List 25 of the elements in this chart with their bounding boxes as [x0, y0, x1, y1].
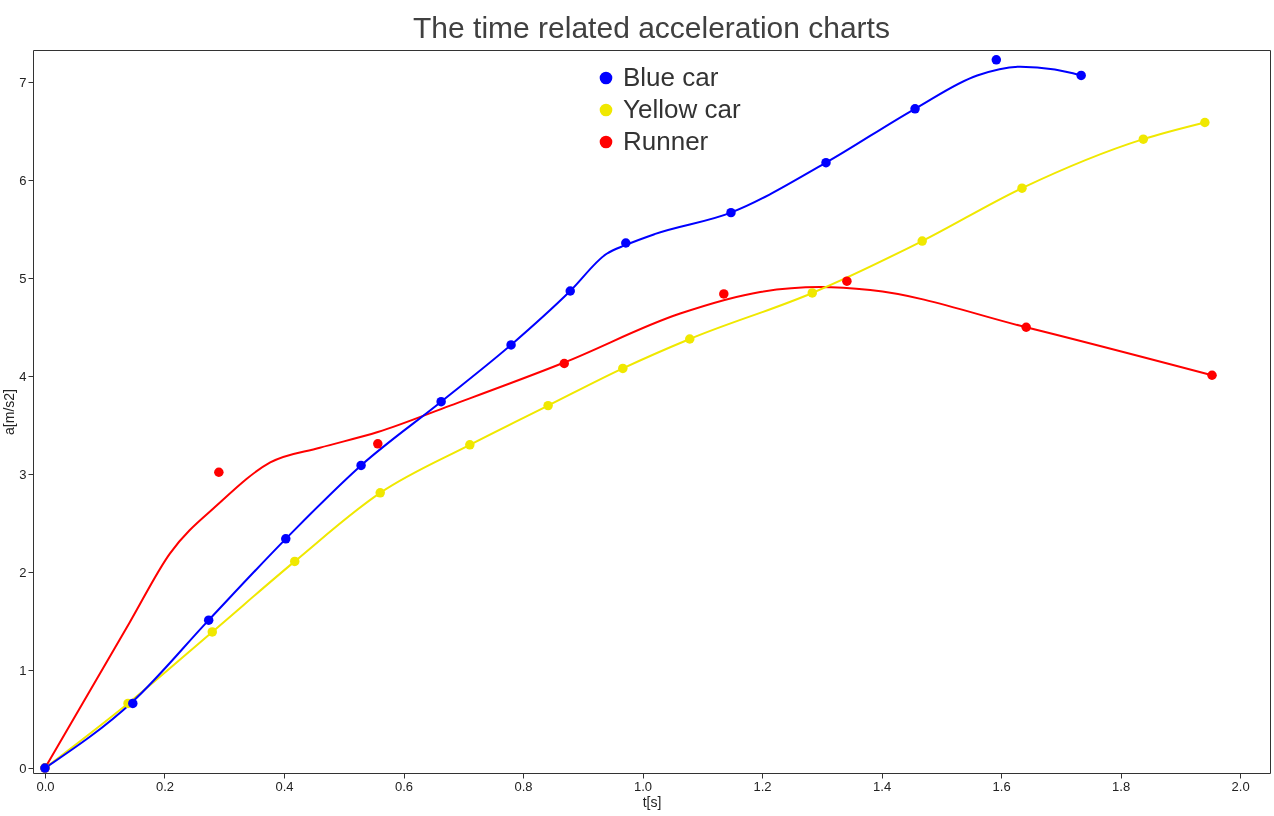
y-tick-label: 0: [19, 760, 27, 776]
x-tick-label: 1.0: [634, 778, 653, 794]
y-tick-label: 6: [19, 172, 27, 188]
x-tick-label: 0.2: [155, 778, 175, 794]
legend-label: Yellow car: [623, 94, 741, 124]
legend-label: Blue car: [623, 62, 719, 92]
x-tick-label: 1.4: [873, 778, 892, 794]
x-tick-label: 1.6: [992, 778, 1011, 794]
x-tick-label: 1.2: [753, 778, 772, 794]
legend-label: Runner: [623, 126, 709, 156]
x-tick-label: 0.4: [275, 778, 294, 794]
x-tick-label: 2.0: [1231, 778, 1250, 794]
y-tick-label: 1: [19, 662, 27, 678]
chart-title: The time related acceleration charts: [413, 11, 890, 44]
y-axis-title: a[m/s2]: [1, 389, 18, 435]
y-tick-label: 4: [19, 368, 27, 384]
y-tick-label: 5: [19, 270, 27, 286]
y-tick-label: 3: [19, 466, 27, 482]
x-tick-label: 0.8: [514, 778, 533, 794]
x-tick-label: 0.6: [394, 778, 414, 794]
x-tick-label: 0.0: [36, 778, 55, 794]
y-tick-label: 2: [19, 564, 27, 580]
x-tick-label: 1.8: [1112, 778, 1131, 794]
x-axis-title: t[s]: [642, 793, 662, 810]
y-tick-label: 7: [19, 74, 27, 90]
